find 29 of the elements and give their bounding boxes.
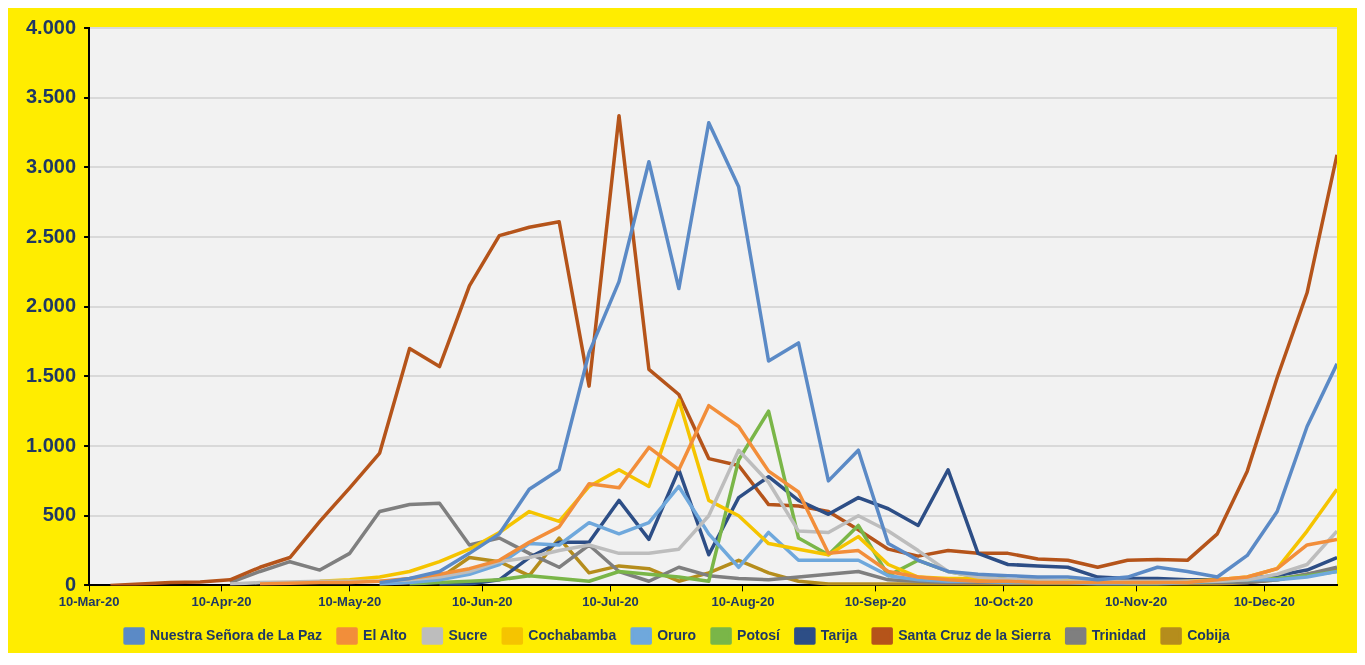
x-tick-label: 10-Sep-20 — [844, 593, 907, 609]
y-tick-label: 2.500 — [25, 224, 77, 247]
legend-label: Tarija — [820, 626, 858, 643]
y-tick-label: 3.500 — [25, 85, 77, 108]
legend-label: Nuestra Señora de La Paz — [150, 626, 323, 643]
x-tick-label: 10-Mar-20 — [58, 593, 120, 609]
legend-label: Potosí — [737, 626, 781, 643]
legend-label: El Alto — [363, 626, 407, 643]
x-tick-label: 10-Apr-20 — [191, 593, 252, 609]
legend-label: Trinidad — [1091, 626, 1147, 643]
x-tick-label: 10-Nov-20 — [1105, 593, 1168, 609]
legend-label: Cochabamba — [528, 626, 617, 643]
x-tick-label: 10-May-20 — [318, 593, 382, 609]
y-tick-label: 1.000 — [25, 433, 77, 456]
y-tick-label: 1.500 — [25, 363, 77, 386]
x-tick-label: 10-Jul-20 — [582, 593, 639, 609]
x-tick-label: 10-Aug-20 — [711, 593, 775, 609]
y-tick-label: 3.000 — [25, 154, 77, 177]
y-tick-label: 2.000 — [25, 294, 77, 317]
y-tick-label: 4.000 — [25, 15, 77, 38]
y-tick-label: 0 — [64, 572, 77, 595]
x-tick-label: 10-Dec-20 — [1233, 593, 1296, 609]
x-tick-label: 10-Oct-20 — [974, 593, 1034, 609]
y-tick-label: 500 — [42, 503, 77, 526]
legend-label: Cobija — [1187, 626, 1231, 643]
legend-label: Sucre — [448, 626, 488, 643]
legend-label: Santa Cruz de la Sierra — [898, 626, 1051, 643]
x-tick-label: 10-Jun-20 — [451, 593, 513, 609]
legend-label: Oruro — [657, 626, 697, 643]
